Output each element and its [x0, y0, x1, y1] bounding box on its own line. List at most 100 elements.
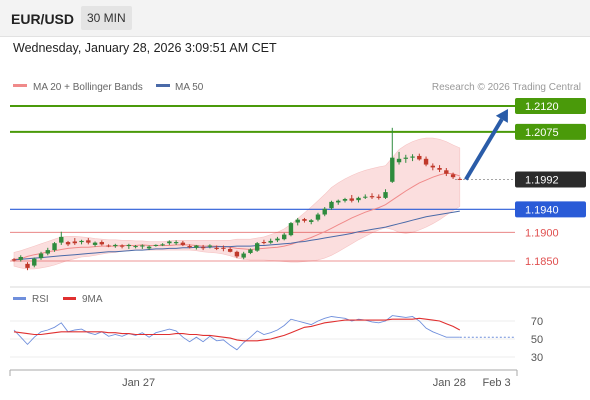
candle-body [126, 244, 132, 247]
candle-body [200, 247, 206, 249]
candle-body [410, 156, 415, 158]
candle-body [349, 198, 354, 201]
projection-arrow-head [495, 109, 508, 123]
candle-body [369, 196, 375, 198]
ma50-legend-label: MA 50 [175, 82, 204, 93]
rsi-tick-label: 50 [531, 334, 543, 346]
bollinger-band-area [13, 137, 461, 270]
candle-body [295, 219, 300, 223]
candle-body [194, 245, 199, 248]
last-level-tag [515, 171, 586, 188]
ma20-legend-swatch [13, 84, 27, 87]
candle-body [86, 240, 91, 243]
rsi-legend-swatch [13, 297, 26, 300]
ma20-line [13, 172, 460, 260]
candle-body [309, 220, 314, 222]
candle-body [18, 256, 23, 260]
candle-body [32, 258, 37, 266]
rsi-ma-legend-swatch [63, 297, 76, 300]
projection-arrow [464, 109, 508, 181]
support-level-label: 1.1900 [525, 227, 559, 239]
target-level-tag [515, 98, 586, 114]
candle-body [268, 240, 273, 243]
candle-body [214, 247, 219, 249]
moving-averages [13, 172, 460, 261]
candle-body [227, 248, 233, 252]
chart-legend: MA 20 + Bollinger Bands MA 50 Research ©… [13, 82, 581, 93]
rsi-ma-legend-label: 9MA [82, 294, 103, 305]
symbol-label: EUR/USD [11, 11, 75, 27]
target-level-tag [515, 123, 586, 140]
candle-body [106, 245, 111, 247]
candle-body [52, 243, 57, 251]
candle-body [180, 242, 186, 245]
candle-body [417, 155, 422, 160]
candle-body [376, 196, 381, 198]
candle-body [444, 170, 449, 174]
candle-body [430, 165, 436, 168]
candle-body [329, 201, 334, 209]
candle-body [336, 200, 341, 203]
candle-body [65, 242, 71, 245]
pivot-level-label: 1.1940 [525, 204, 559, 216]
candle-body [140, 245, 145, 247]
projection-arrow-shaft [464, 118, 504, 181]
candle-body [254, 243, 260, 251]
ma50-line [13, 210, 460, 261]
chart-header: EUR/USD 30 MIN [0, 0, 590, 37]
candle-body [288, 223, 294, 236]
chart-datetime: Wednesday, January 28, 2026 3:09:51 AM C… [13, 41, 277, 55]
candle-body [160, 244, 165, 246]
candle-body [275, 238, 280, 241]
candle-body [403, 157, 408, 159]
candle-body [133, 246, 138, 248]
candle-body [437, 168, 442, 170]
candle-body [423, 158, 429, 165]
candle-body [383, 192, 388, 198]
price-level-labels: 1.2120 1.2075 1.1992 1.1940 1.1900 1.1850 [515, 98, 586, 268]
price-levels [10, 105, 515, 262]
candle-body [45, 250, 50, 254]
candle-body [167, 241, 172, 244]
pivot-level-tag [515, 201, 586, 218]
rsi-legend-label: RSI [32, 294, 49, 305]
candle-body [261, 242, 267, 244]
timeframe-button[interactable]: 30 MIN [81, 6, 132, 30]
candle-body [450, 174, 456, 178]
candle-body [92, 242, 98, 245]
rsi-panel: 30 50 70 [10, 315, 543, 364]
candle-body [38, 253, 44, 259]
candle-body [342, 199, 348, 201]
candle-body [99, 242, 105, 245]
time-tick-label: Jan 27 [122, 377, 155, 389]
candle-body [146, 246, 152, 249]
ma20-legend-label: MA 20 + Bollinger Bands [33, 82, 143, 93]
time-tick-label: Jan 28 [433, 377, 466, 389]
candle-body [234, 251, 240, 257]
time-axis: Jan 27 Jan 28 Feb 3 [9, 369, 518, 389]
candle-body [457, 178, 463, 180]
candle-body [207, 245, 213, 247]
rsi-tick-label: 70 [531, 316, 543, 328]
candle-body [187, 246, 192, 248]
candle-body [302, 219, 307, 221]
candle-body [153, 244, 159, 246]
candlesticks [11, 127, 463, 271]
rsi-ma-line [13, 317, 461, 342]
candle-body [173, 242, 179, 244]
candle-body [390, 157, 395, 182]
candle-body [241, 253, 246, 258]
candle-body [282, 234, 287, 240]
rsi-tick-label: 30 [531, 352, 543, 364]
last-level-label: 1.1992 [525, 174, 559, 186]
target-level-label: 1.2120 [525, 101, 559, 113]
candle-body [315, 214, 321, 220]
rsi-line [13, 315, 460, 351]
time-tick-label: Feb 3 [483, 377, 511, 389]
rsi-legend: RSI 9MA [13, 294, 103, 305]
candle-body [79, 240, 84, 243]
candle-body [72, 241, 77, 244]
candle-body [396, 158, 402, 163]
candle-body [113, 244, 118, 247]
